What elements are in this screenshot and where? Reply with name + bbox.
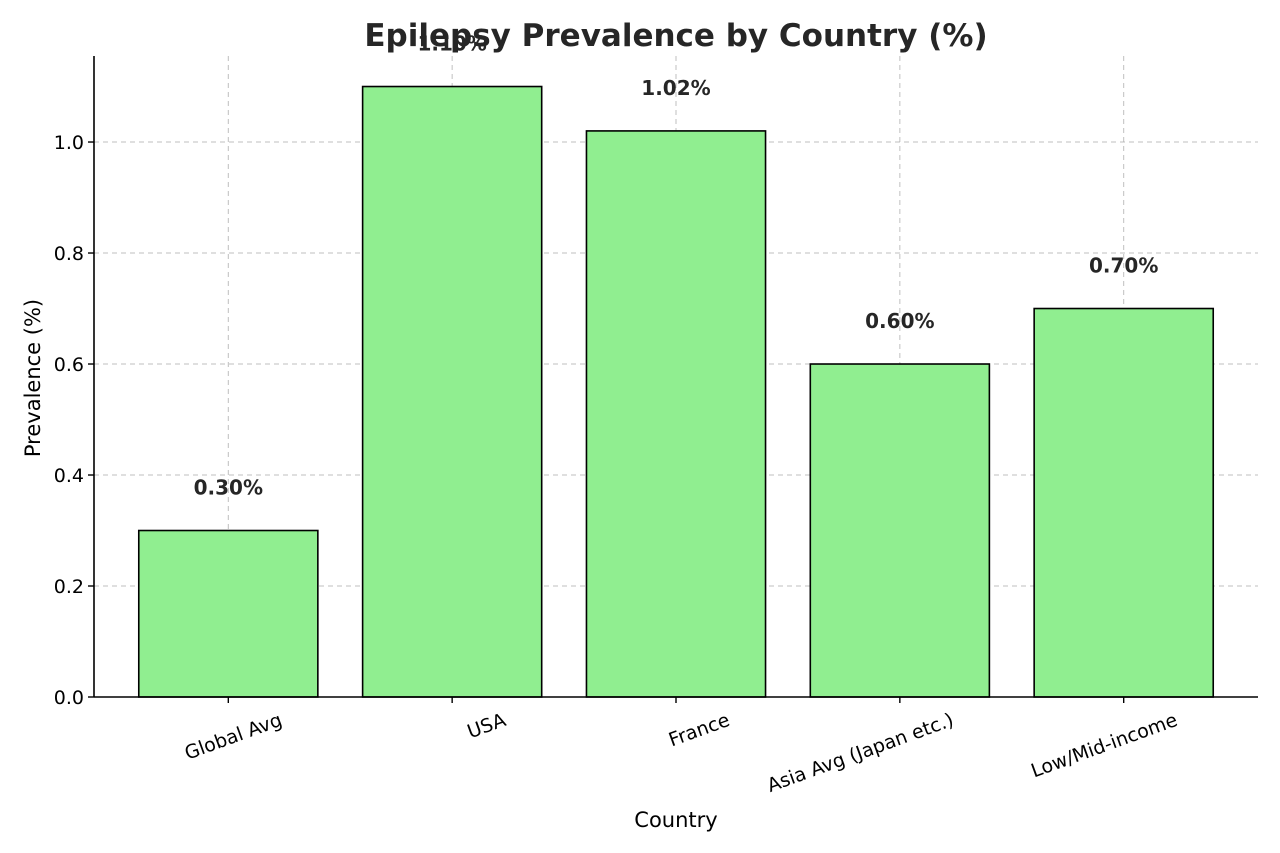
y-axis-label: Prevalence (%) (21, 299, 45, 457)
bars (137, 85, 1215, 698)
bar (809, 363, 991, 698)
bar-value-label: 1.10% (417, 32, 486, 56)
bar (585, 130, 767, 698)
bar-value-label: 0.60% (865, 309, 934, 333)
bar-value-label: 0.30% (194, 476, 263, 500)
x-tick-label: Low/Mid-income (1028, 709, 1180, 782)
x-axis-label: Country (634, 808, 717, 832)
data-labels: 0.30% 1.10% 1.02% 0.60% 0.70% (194, 32, 1159, 500)
y-tick-label: 1.0 (54, 132, 84, 154)
x-tick-label: Asia Avg (Japan etc.) (764, 709, 956, 797)
x-tick-label: USA (464, 709, 508, 743)
y-tick-label: 0.6 (54, 354, 84, 376)
bar (137, 529, 319, 698)
y-tick-label: 0.2 (54, 576, 84, 598)
y-tick-label: 0.0 (54, 687, 84, 709)
y-tick-label: 0.4 (54, 465, 84, 487)
y-tick-label: 0.8 (54, 243, 84, 265)
x-tick-label: France (666, 709, 733, 751)
x-tick-label: Global Avg (182, 709, 285, 765)
bar-value-label: 0.70% (1089, 254, 1158, 278)
bar-value-label: 1.02% (641, 76, 710, 100)
bar (361, 85, 543, 698)
bar (1033, 307, 1215, 698)
chart-title: Epilepsy Prevalence by Country (%) (364, 18, 987, 54)
